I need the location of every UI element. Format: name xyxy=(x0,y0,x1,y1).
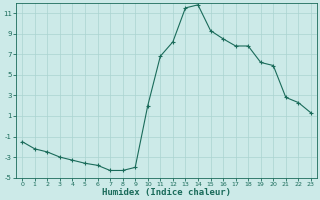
X-axis label: Humidex (Indice chaleur): Humidex (Indice chaleur) xyxy=(102,188,231,197)
